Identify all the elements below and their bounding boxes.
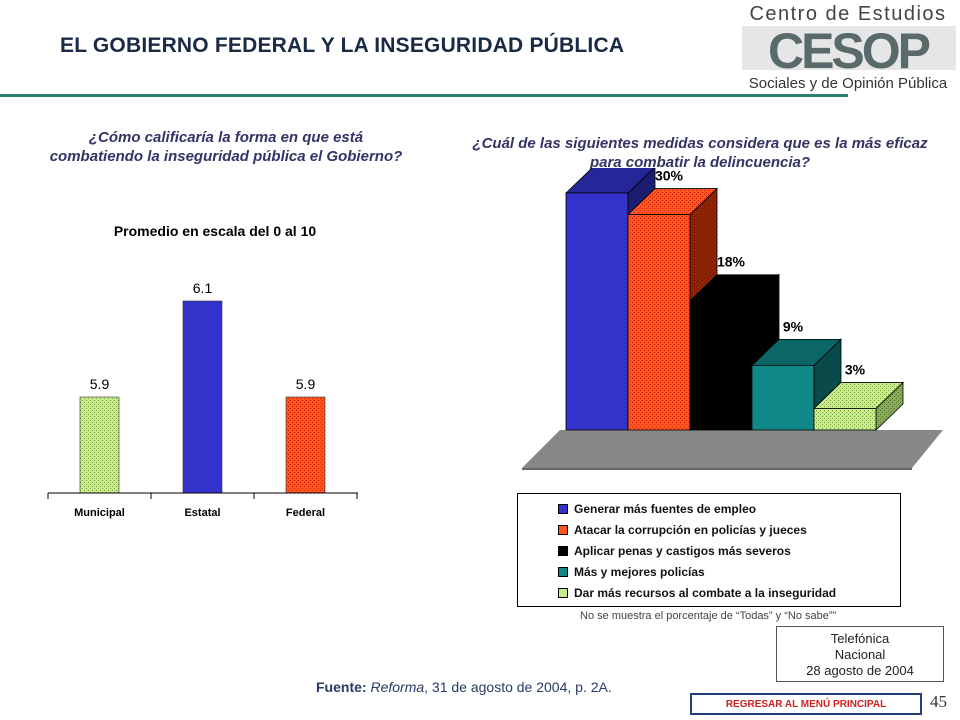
legend-swatch — [558, 545, 568, 556]
back-to-menu-button[interactable]: REGRESAR AL MENÚ PRINCIPAL — [690, 693, 922, 715]
chart-left-data-label: 6.1 — [193, 280, 213, 296]
chart-right-data-label: 18% — [717, 254, 746, 270]
survey-type: Telefónica — [830, 631, 890, 646]
chart-right-bar — [689, 300, 753, 431]
survey-scope: Nacional — [834, 647, 886, 662]
source-label: Fuente: — [316, 679, 367, 695]
chart-left-data-label: 5.9 — [296, 376, 316, 392]
chart-left-data-label: 5.9 — [90, 376, 110, 392]
legend-label: Dar más recursos al combate a la insegur… — [574, 585, 837, 600]
logo-mark: CESOP — [768, 23, 930, 79]
legend-item: Aplicar penas y castigos más severos — [558, 540, 900, 561]
chart-right: 33%30%18%9%3% — [522, 168, 943, 470]
chart-right-data-label: 30% — [655, 168, 684, 184]
legend-item: Atacar la corrupción en policías y juece… — [558, 519, 900, 540]
chart-left-bar — [285, 396, 326, 494]
chart-right-floor — [522, 430, 943, 468]
chart-right-bar — [565, 192, 629, 431]
chart-right-bar — [751, 364, 815, 431]
source-citation: Fuente: Reforma, 31 de agosto de 2004, p… — [316, 679, 612, 695]
chart-right-data-label: 3% — [845, 361, 866, 377]
chart-left-bar — [79, 396, 120, 494]
legend-label: Más y mejores policías — [574, 564, 705, 579]
legend-item: Más y mejores policías — [558, 561, 900, 582]
source-details: , 31 de agosto de 2004, p. 2A. — [424, 679, 612, 695]
chart-left-category-label: Estatal — [184, 507, 220, 519]
legend-swatch — [558, 503, 568, 514]
page-title: EL GOBIERNO FEDERAL Y LA INSEGURIDAD PÚB… — [60, 34, 625, 57]
chart-right-data-label: 9% — [783, 318, 804, 334]
chart-left-bar — [182, 300, 223, 494]
legend-swatch — [558, 524, 568, 535]
legend-item: Generar más fuentes de empleo — [558, 498, 900, 519]
chart-left-category-label: Federal — [286, 507, 325, 519]
chart-right-legend: Generar más fuentes de empleo Atacar la c… — [517, 493, 901, 607]
question-right: ¿Cuál de las siguientes medidas consider… — [472, 135, 928, 171]
chart-left: Promedio en escala del 0 al 10 5.9 6.1 5.9… — [47, 223, 358, 519]
legend-swatch — [558, 587, 568, 598]
question-left: ¿Cómo calificaría la forma en que está c… — [49, 129, 403, 165]
survey-date: 28 agosto de 2004 — [806, 663, 914, 678]
logo-line2: Sociales y de Opinión Pública — [749, 75, 948, 92]
chart-left-category-label: Municipal — [74, 507, 125, 519]
legend-label: Generar más fuentes de empleo — [574, 501, 757, 516]
legend-label: Aplicar penas y castigos más severos — [574, 543, 791, 558]
legend-swatch — [558, 566, 568, 577]
cesop-logo: Centro de Estudios CESOP Sociales y de O… — [742, 3, 956, 92]
chart-right-bar — [813, 408, 877, 431]
legend-item: Dar más recursos al combate a la insegur… — [558, 582, 900, 603]
title-divider — [0, 94, 848, 97]
page-number: 45 — [930, 692, 947, 711]
survey-info-box: Telefónica Nacional 28 agosto de 2004 — [776, 626, 944, 682]
chart-right-floor-edge — [522, 468, 912, 470]
chart-note: No se muestra el porcentaje de “Todas” y… — [580, 610, 837, 622]
logo-line1: Centro de Estudios — [749, 3, 946, 25]
chart-right-bar — [627, 214, 691, 431]
legend-label: Atacar la corrupción en policías y juece… — [574, 522, 807, 537]
source-publication: Reforma — [370, 679, 425, 695]
chart-left-title: Promedio en escala del 0 al 10 — [114, 223, 317, 239]
